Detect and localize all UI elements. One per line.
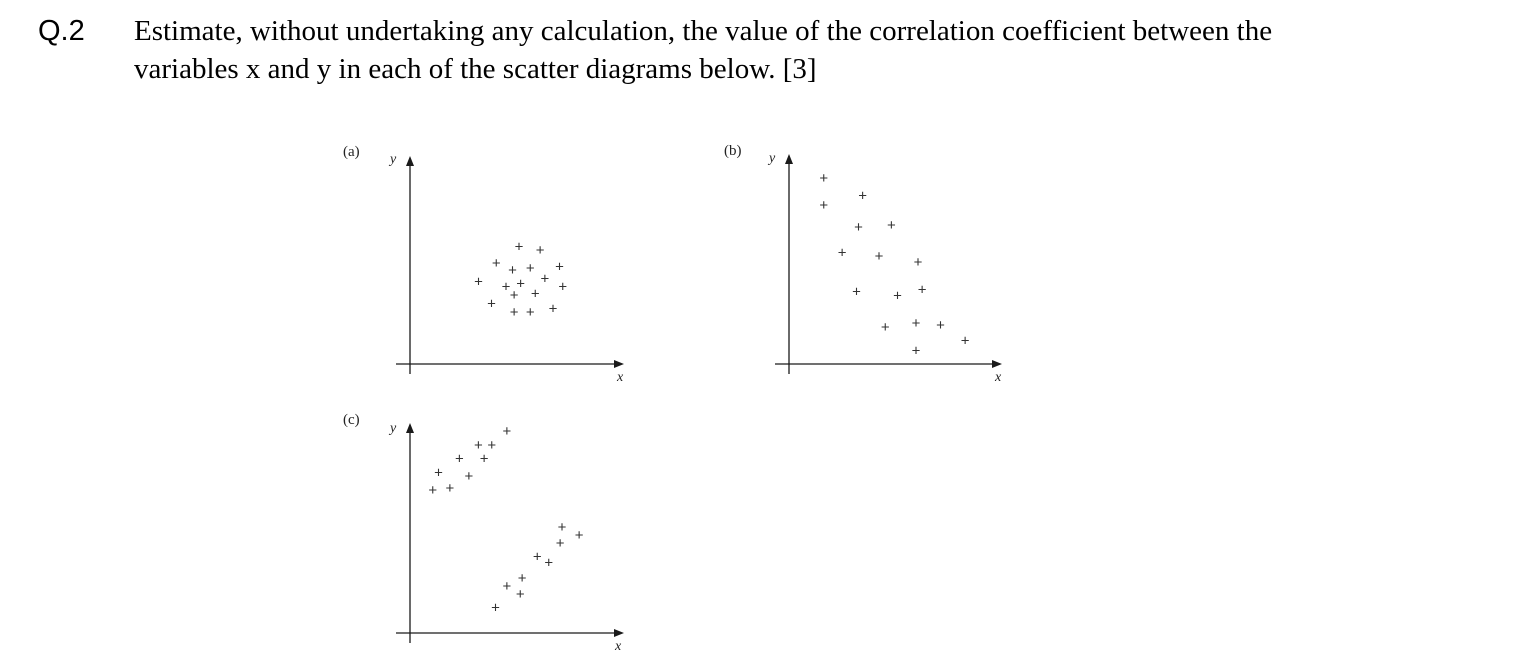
- data-point: +: [503, 578, 512, 595]
- data-point: +: [510, 304, 519, 321]
- y-axis-label: y: [388, 421, 397, 436]
- data-point: +: [912, 342, 921, 359]
- data-point: +: [558, 519, 567, 536]
- data-point: +: [854, 219, 863, 236]
- y-axis-arrow: [785, 154, 793, 164]
- y-axis-label: y: [767, 151, 776, 166]
- data-point: +: [936, 317, 945, 334]
- x-axis-arrow: [992, 360, 1002, 368]
- data-point: +: [518, 570, 527, 587]
- data-point: +: [914, 254, 923, 271]
- data-point: +: [555, 259, 564, 276]
- data-point: +: [893, 287, 902, 304]
- data-point: +: [516, 275, 525, 292]
- y-axis-arrow: [406, 423, 414, 433]
- data-point: +: [487, 437, 496, 454]
- data-point: +: [875, 248, 884, 265]
- data-point: +: [549, 301, 558, 318]
- data-point: +: [428, 482, 437, 499]
- data-point: +: [887, 217, 896, 234]
- data-point: +: [544, 554, 553, 571]
- data-point: +: [515, 238, 524, 255]
- x-axis-arrow: [614, 629, 624, 637]
- data-point: +: [503, 423, 512, 440]
- panel-label: (b): [724, 143, 742, 159]
- data-point: +: [819, 197, 828, 214]
- x-axis-label: x: [614, 639, 622, 654]
- data-point: +: [838, 244, 847, 261]
- data-point: +: [558, 279, 567, 296]
- data-point: +: [510, 287, 519, 304]
- data-point: +: [508, 262, 517, 279]
- data-point: +: [961, 333, 970, 350]
- x-axis-label: x: [616, 370, 624, 385]
- data-point: +: [531, 285, 540, 302]
- data-point: +: [446, 480, 455, 497]
- data-point: +: [556, 535, 565, 552]
- question-text: Estimate, without undertaking any calcul…: [134, 12, 1494, 88]
- data-point: +: [852, 284, 861, 301]
- data-point: +: [480, 451, 489, 468]
- data-point: +: [526, 260, 535, 277]
- data-point: +: [455, 451, 464, 468]
- data-point: +: [819, 170, 828, 187]
- y-axis-label: y: [388, 152, 397, 167]
- data-point: +: [474, 274, 483, 291]
- data-point: +: [465, 468, 474, 485]
- y-axis-arrow: [406, 156, 414, 166]
- data-point: +: [912, 315, 921, 332]
- scatter-diagram-c: (c)yx++ ++ ++ ++ ++ +++ +++ ++: [343, 412, 624, 654]
- question-line-2: variables x and y in each of the scatter…: [134, 53, 817, 85]
- data-point: +: [491, 600, 500, 617]
- panel-label: (c): [343, 412, 360, 428]
- data-point: +: [541, 270, 550, 287]
- data-point: +: [858, 187, 867, 204]
- scatter-diagram-b: (b) yx++++ ++ + ++ + ++ + +++: [724, 143, 1002, 385]
- question-number: Q.2: [38, 15, 85, 47]
- data-point: +: [474, 437, 483, 454]
- data-point: +: [575, 527, 584, 544]
- data-point: +: [533, 549, 542, 566]
- data-point: +: [487, 296, 496, 313]
- data-point: +: [492, 255, 501, 272]
- question-line-1: Estimate, without undertaking any calcul…: [134, 15, 1273, 47]
- x-axis-arrow: [614, 360, 624, 368]
- x-axis-label: x: [994, 370, 1002, 385]
- panel-label: (a): [343, 144, 360, 160]
- data-point: +: [434, 464, 443, 481]
- data-point: +: [516, 586, 525, 603]
- data-point: +: [918, 282, 927, 299]
- data-point: +: [526, 304, 535, 321]
- data-point: +: [881, 319, 890, 336]
- data-point: +: [502, 279, 511, 296]
- scatter-diagram-a: (a) yx+ ++ + + ++ + + + ++ ++ + + +: [343, 144, 624, 385]
- data-point: +: [536, 242, 545, 259]
